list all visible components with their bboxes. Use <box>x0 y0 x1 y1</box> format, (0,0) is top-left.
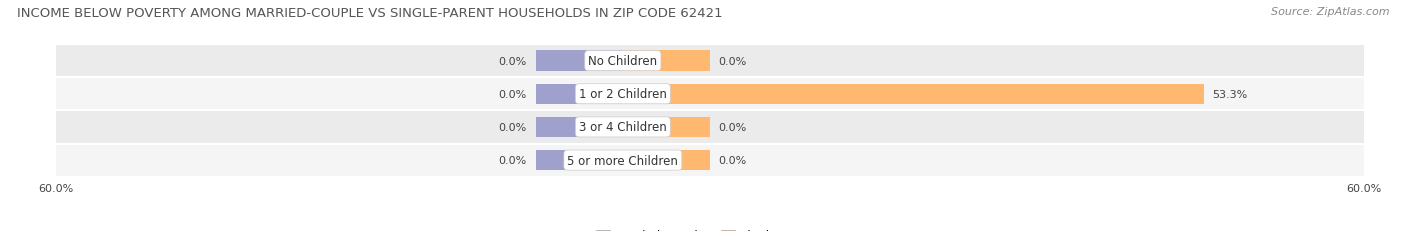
Bar <box>56 45 1364 77</box>
Text: 0.0%: 0.0% <box>499 155 527 165</box>
Text: 0.0%: 0.0% <box>718 155 747 165</box>
Text: 5 or more Children: 5 or more Children <box>568 154 678 167</box>
Bar <box>536 150 623 171</box>
Bar <box>623 117 710 138</box>
Text: 53.3%: 53.3% <box>1212 89 1247 99</box>
Text: 3 or 4 Children: 3 or 4 Children <box>579 121 666 134</box>
Text: No Children: No Children <box>588 55 658 68</box>
Bar <box>536 84 623 105</box>
Bar <box>56 78 1364 110</box>
Text: 0.0%: 0.0% <box>718 56 747 66</box>
Bar <box>56 111 1364 143</box>
Text: 0.0%: 0.0% <box>499 89 527 99</box>
Text: 1 or 2 Children: 1 or 2 Children <box>579 88 666 101</box>
Bar <box>623 150 710 171</box>
Bar <box>536 51 623 72</box>
Text: 0.0%: 0.0% <box>718 122 747 132</box>
Text: INCOME BELOW POVERTY AMONG MARRIED-COUPLE VS SINGLE-PARENT HOUSEHOLDS IN ZIP COD: INCOME BELOW POVERTY AMONG MARRIED-COUPL… <box>17 7 723 20</box>
Bar <box>56 144 1364 176</box>
Text: 0.0%: 0.0% <box>499 122 527 132</box>
Bar <box>623 51 710 72</box>
Text: Source: ZipAtlas.com: Source: ZipAtlas.com <box>1271 7 1389 17</box>
Bar <box>623 84 1204 105</box>
Legend: Married Couples, Single Parents: Married Couples, Single Parents <box>592 224 828 231</box>
Text: 0.0%: 0.0% <box>499 56 527 66</box>
Bar <box>536 117 623 138</box>
